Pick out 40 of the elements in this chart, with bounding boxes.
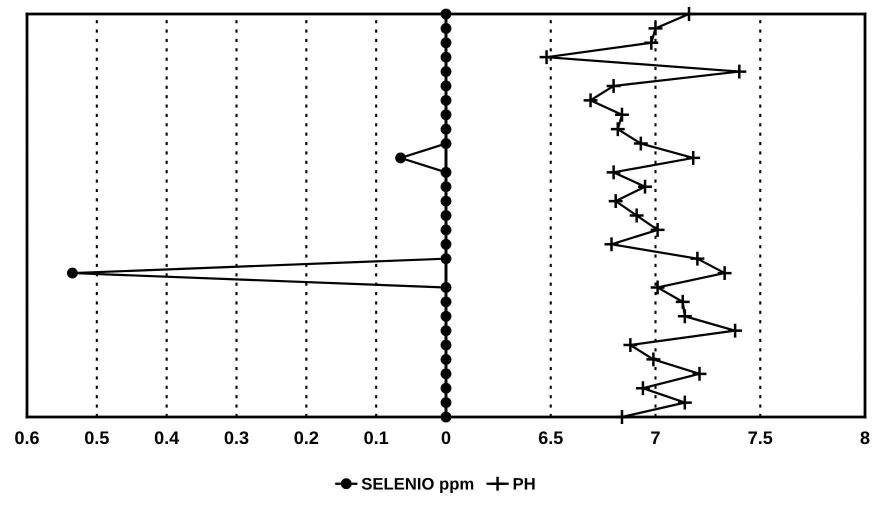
point <box>691 366 708 382</box>
x-tick-label: 8 <box>860 431 870 444</box>
point <box>632 135 650 152</box>
point <box>647 20 664 37</box>
point <box>643 34 660 51</box>
point <box>689 250 706 267</box>
x-tick-label: 0 <box>442 431 450 444</box>
x-tick-label: 0.1 <box>364 431 388 444</box>
point <box>636 178 654 195</box>
point <box>645 351 662 368</box>
point <box>726 322 744 339</box>
point <box>634 380 652 396</box>
point <box>674 294 691 310</box>
x-tick-label: 0.2 <box>294 431 318 444</box>
x-tick-label: 0.3 <box>224 431 248 444</box>
point <box>605 78 622 94</box>
legend-label: SELENIO ppm <box>362 478 474 493</box>
x-tick-label: 7.5 <box>748 432 772 444</box>
x-tick-label: 6.5 <box>538 431 563 444</box>
point <box>582 92 599 109</box>
point <box>605 164 622 181</box>
point <box>649 279 666 296</box>
point <box>676 308 694 324</box>
point <box>603 236 620 252</box>
point <box>614 106 630 123</box>
point <box>628 207 645 224</box>
point <box>622 336 639 354</box>
point <box>680 6 698 22</box>
point <box>716 264 733 282</box>
point <box>614 408 630 426</box>
point <box>610 120 626 138</box>
point <box>685 150 702 166</box>
x-tick-label: 0.4 <box>154 431 180 444</box>
legend-label: PH <box>514 478 535 490</box>
point <box>608 192 624 210</box>
point <box>649 222 666 238</box>
x-tick-label: 7 <box>651 432 660 444</box>
x-tick-label: 0.5 <box>85 431 109 444</box>
point <box>676 394 694 411</box>
x-tick-label: 0.6 <box>15 431 39 444</box>
